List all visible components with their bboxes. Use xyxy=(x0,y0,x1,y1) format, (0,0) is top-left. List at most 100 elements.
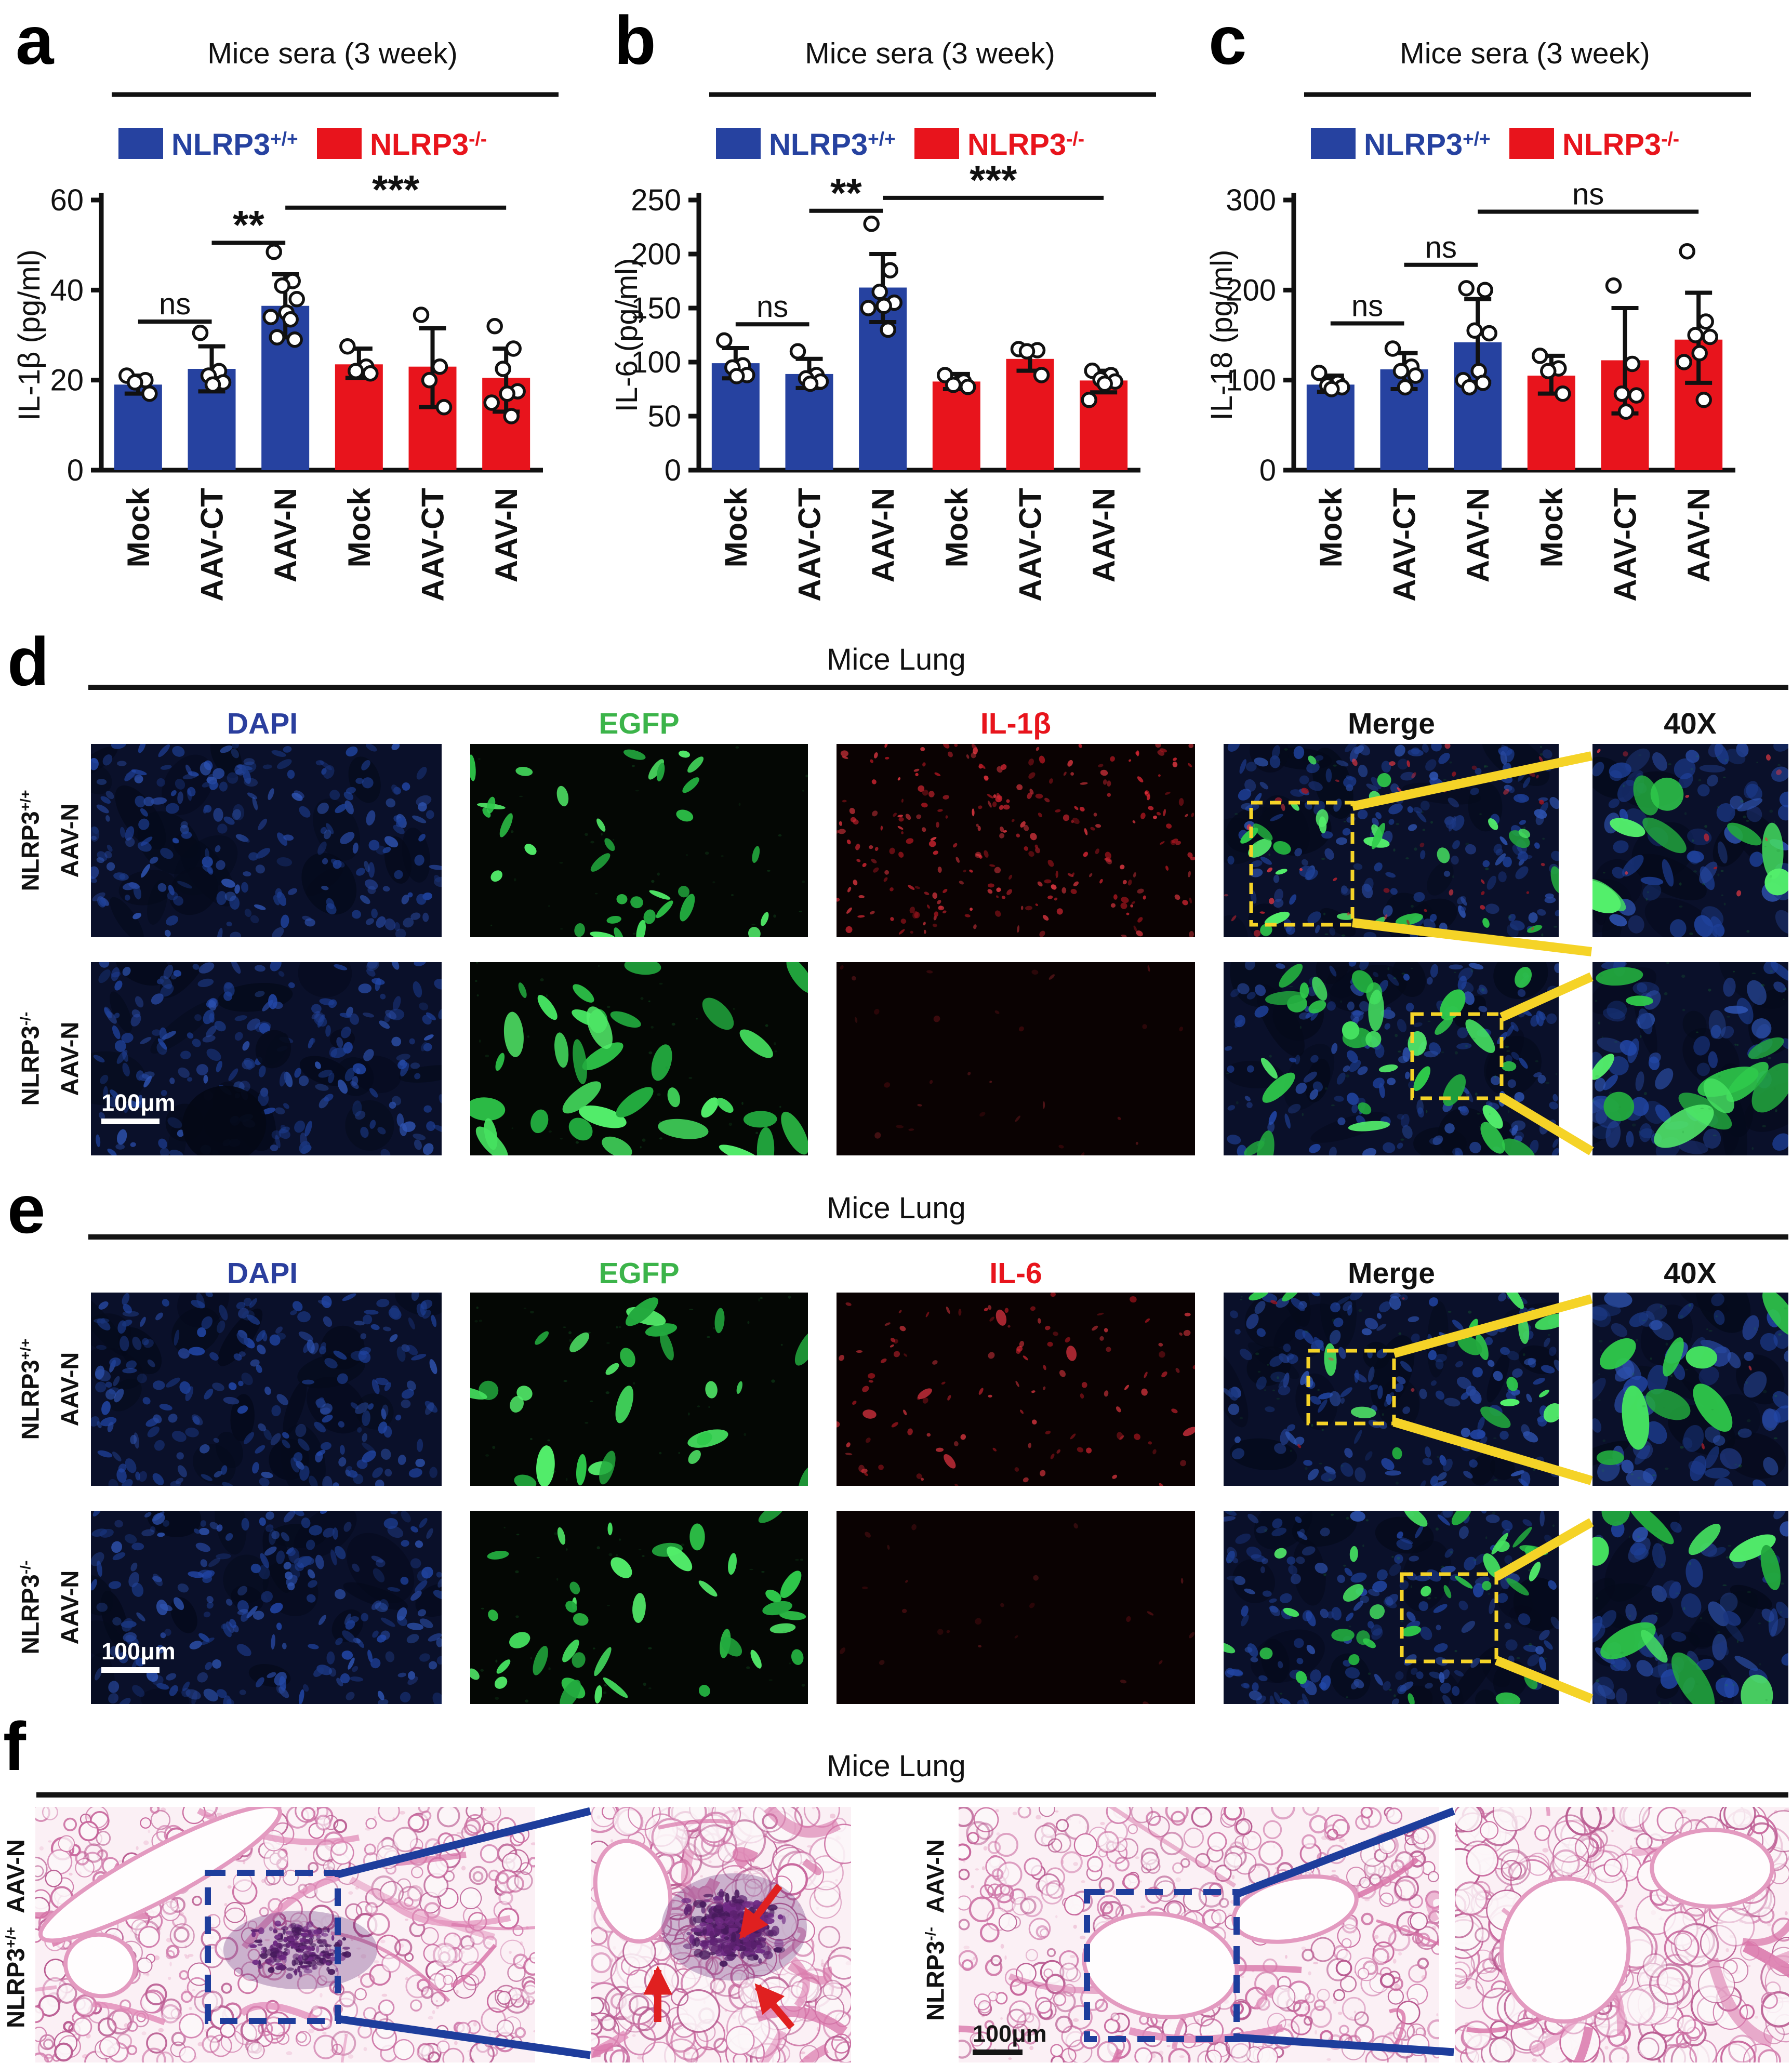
micrograph-merge xyxy=(1224,1511,1559,1704)
data-point xyxy=(863,216,880,232)
data-point xyxy=(1311,365,1328,381)
data-point xyxy=(1540,363,1557,380)
x-tick-label: AAV-CT xyxy=(792,488,827,602)
data-point xyxy=(1018,343,1036,360)
legend-label-ko: NLRP3-/- xyxy=(967,128,1084,162)
micrograph-dapi xyxy=(91,1511,442,1704)
x-tick-label: Mock xyxy=(939,487,974,567)
data-point xyxy=(127,374,143,391)
x-tick-label: AAV-N xyxy=(866,488,900,582)
data-point xyxy=(716,332,733,349)
data-point xyxy=(1613,385,1630,402)
data-point xyxy=(495,361,511,377)
chart-title: Mice sera (3 week) xyxy=(805,37,1055,70)
data-point xyxy=(286,331,303,348)
data-point xyxy=(1481,325,1497,342)
data-point xyxy=(1697,313,1714,330)
data-point xyxy=(1384,340,1401,357)
data-point xyxy=(1033,367,1050,383)
y-tick-label: 0 xyxy=(1259,454,1276,487)
bars: Mock AAV-CT AAV-N Mock AAV-CT AAV-N xyxy=(1306,243,1723,602)
legend-label-ko: NLRP3-/- xyxy=(1562,128,1679,162)
x-tick-label: AAV-N xyxy=(489,488,524,582)
y-axis-label: IL-1β (pg/ml) xyxy=(12,249,46,421)
data-point xyxy=(789,343,806,360)
column-header-egfp: EGFP xyxy=(599,1257,680,1290)
data-point xyxy=(945,376,962,393)
column-header-40x: 40X xyxy=(1664,707,1717,740)
y-axis-label: IL-6 (pg/ml) xyxy=(610,258,644,412)
micrograph-egfp xyxy=(470,744,808,937)
micrograph-egfp xyxy=(470,962,808,1155)
data-point xyxy=(274,277,290,294)
legend-swatch-wt xyxy=(118,128,163,159)
data-point xyxy=(204,376,221,393)
data-point xyxy=(1532,348,1548,364)
x-tick-label: Mock xyxy=(719,487,753,567)
scale-bar: 100μm xyxy=(101,1640,176,1673)
significance-label: ** xyxy=(830,170,862,216)
y-tick-label: 0 xyxy=(665,454,681,487)
data-point xyxy=(871,284,888,300)
data-point xyxy=(860,300,877,316)
data-point xyxy=(362,365,379,382)
data-point xyxy=(1691,344,1708,362)
legend-label-wt: NLRP3+/+ xyxy=(171,128,298,162)
micrograph-dapi xyxy=(91,962,442,1155)
data-point xyxy=(1676,354,1692,370)
data-point xyxy=(499,385,515,402)
bar-chart-il18: Mice sera (3 week) NLRP3+/+ NLRP3-/- 0 100 20… xyxy=(1205,37,1751,602)
significance-label: *** xyxy=(970,157,1017,203)
legend-swatch-wt xyxy=(1311,128,1356,159)
legend-swatch-ko xyxy=(317,128,362,159)
data-point xyxy=(262,309,279,326)
panel-letter-a: a xyxy=(16,2,54,78)
y-tick-label: 20 xyxy=(50,364,84,397)
y-tick-label: 150 xyxy=(631,291,681,325)
chart-root: Mice sera (3 week) NLRP3+/+ NLRP3-/- 0 20 40 6… xyxy=(12,37,559,602)
data-point xyxy=(1555,385,1571,402)
column-header-il1b: IL-1β xyxy=(980,707,1052,740)
scale-bar: 100μm xyxy=(973,2022,1047,2055)
micrograph-il1b xyxy=(837,962,1195,1155)
micrograph-il1b xyxy=(837,744,1195,937)
axes: 0 20 40 60 xyxy=(50,183,543,487)
data-point xyxy=(802,375,819,392)
bar-chart-il1b: Mice sera (3 week) NLRP3+/+ NLRP3-/- 0 20 40 6… xyxy=(12,37,559,602)
micrograph-merge xyxy=(1224,962,1559,1155)
panel-d-title: Mice Lung xyxy=(827,643,966,676)
significance-label: ** xyxy=(233,202,264,247)
panel-letter-e: e xyxy=(7,1171,46,1247)
panel-letter-f: f xyxy=(3,1708,26,1785)
significance-label: ns xyxy=(756,290,788,324)
panel-e-title: Mice Lung xyxy=(827,1191,966,1225)
panel-f-title: Mice Lung xyxy=(827,1749,966,1783)
data-point xyxy=(269,329,285,346)
panel-f-rule xyxy=(36,1792,1788,1798)
data-point xyxy=(421,371,438,389)
y-tick-label: 300 xyxy=(1226,183,1276,217)
y-tick-label: 0 xyxy=(67,454,84,487)
data-point xyxy=(141,385,158,402)
micrograph-dapi xyxy=(91,744,442,937)
micrograph-il6 xyxy=(837,1511,1195,1704)
panel-letter-d: d xyxy=(7,623,49,700)
data-point xyxy=(1323,381,1340,397)
significance-brackets: ns***** xyxy=(138,167,507,324)
chart-title: Mice sera (3 week) xyxy=(207,37,457,70)
x-tick-label: AAV-N xyxy=(1681,488,1716,582)
y-tick-label: 200 xyxy=(1226,273,1276,307)
x-tick-label: AAV-CT xyxy=(1608,488,1643,602)
data-point xyxy=(1702,328,1718,345)
significance-label: ns xyxy=(159,287,191,321)
significance-label: *** xyxy=(372,167,420,212)
chart-root: Mice sera (3 week) NLRP3+/+ NLRP3-/- 0 100 20… xyxy=(1205,37,1751,602)
axes: 0 50 100 150 200 250 xyxy=(631,183,1140,487)
data-point xyxy=(1081,392,1097,408)
data-point xyxy=(1477,282,1493,299)
panel-d-rule xyxy=(88,685,1788,690)
data-point xyxy=(1695,392,1712,408)
chart-root: Mice sera (3 week) NLRP3+/+ NLRP3-/- 0 50 100… xyxy=(610,37,1156,602)
bars: Mock AAV-CT AAV-N Mock AAV-CT AAV-N xyxy=(114,243,530,602)
